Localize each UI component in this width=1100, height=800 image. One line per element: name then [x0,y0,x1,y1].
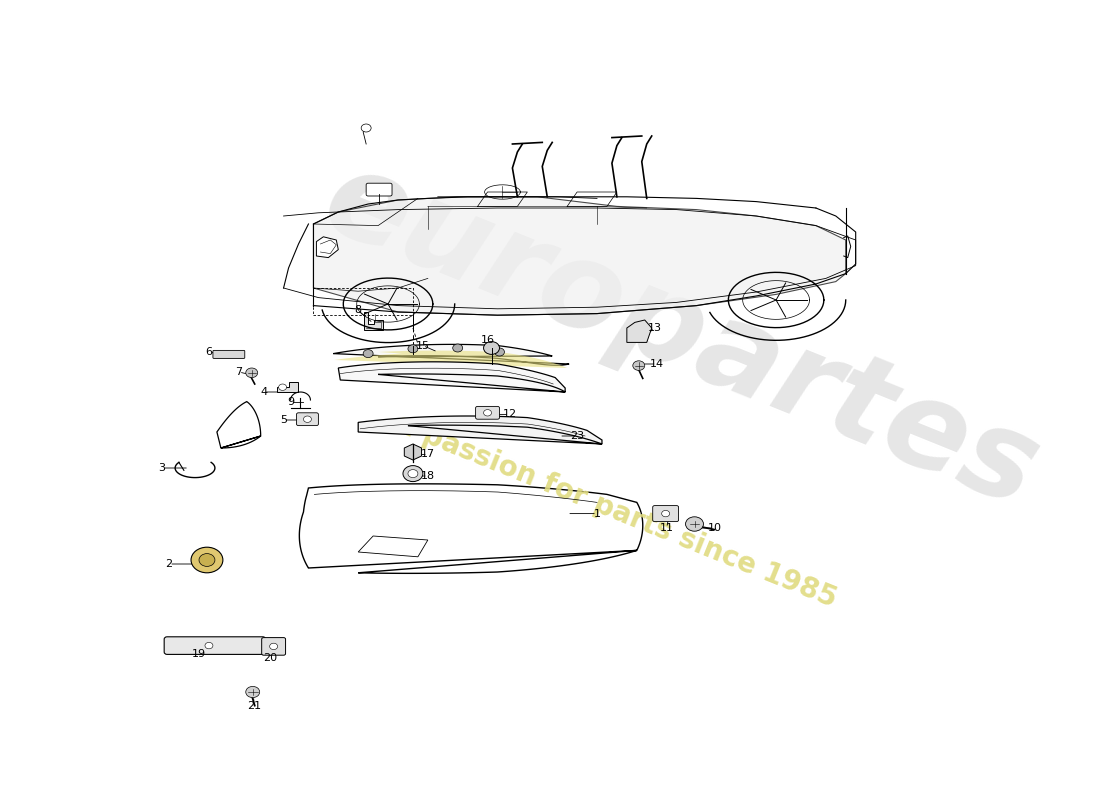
Circle shape [495,348,505,356]
Circle shape [304,416,311,422]
Circle shape [245,686,260,698]
Polygon shape [364,312,383,330]
Text: 15: 15 [416,341,430,350]
Text: 20: 20 [264,654,277,663]
Circle shape [632,361,645,370]
Text: 1: 1 [594,509,601,518]
FancyBboxPatch shape [475,406,499,419]
Text: 21: 21 [246,701,261,710]
Polygon shape [334,350,568,368]
Circle shape [484,342,499,354]
Text: 2: 2 [166,559,173,569]
Circle shape [191,547,223,573]
Text: 16: 16 [481,335,495,345]
Circle shape [199,554,214,566]
Polygon shape [333,344,569,366]
Text: 11: 11 [660,523,673,533]
Text: 3: 3 [158,463,166,473]
Text: 12: 12 [503,410,517,419]
Text: 18: 18 [421,471,434,481]
Text: 23: 23 [570,431,584,441]
Polygon shape [276,382,298,392]
FancyBboxPatch shape [652,506,679,522]
Text: 14: 14 [650,359,663,369]
Text: 17: 17 [421,450,434,459]
Circle shape [363,350,373,358]
FancyBboxPatch shape [213,350,245,358]
Polygon shape [317,237,339,258]
Polygon shape [359,416,602,444]
Circle shape [278,384,287,390]
Circle shape [685,517,704,531]
Polygon shape [627,320,651,342]
Text: a passion for parts since 1985: a passion for parts since 1985 [393,410,842,614]
Circle shape [270,643,277,650]
Text: 10: 10 [707,523,722,533]
Circle shape [361,124,371,132]
Polygon shape [299,484,642,574]
Text: 9: 9 [287,398,294,407]
Text: 6: 6 [206,347,212,357]
Circle shape [453,344,463,352]
Circle shape [205,642,213,649]
Circle shape [245,368,257,378]
Circle shape [408,345,418,353]
Text: europartes: europartes [308,140,1055,532]
Polygon shape [359,536,428,557]
Polygon shape [314,197,846,315]
Text: 7: 7 [235,367,242,377]
FancyBboxPatch shape [366,183,392,196]
Text: 4: 4 [260,387,267,397]
Circle shape [403,466,422,482]
Polygon shape [339,362,565,392]
Text: 13: 13 [648,323,662,333]
Circle shape [408,470,418,478]
Circle shape [484,410,492,416]
Circle shape [662,510,670,517]
Polygon shape [217,402,261,448]
FancyBboxPatch shape [262,638,286,655]
Text: 19: 19 [191,650,206,659]
Text: 8: 8 [354,306,362,315]
FancyBboxPatch shape [164,637,266,654]
FancyBboxPatch shape [297,413,318,426]
Text: 5: 5 [280,415,287,425]
